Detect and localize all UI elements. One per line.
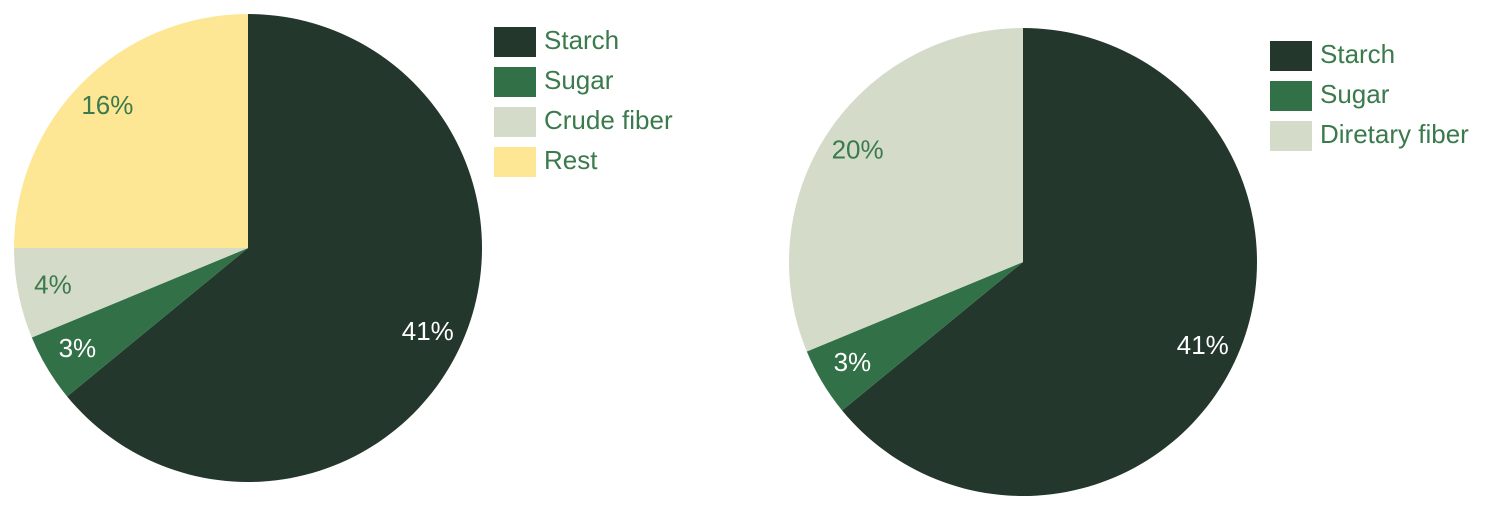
pie-slice bbox=[842, 28, 1258, 496]
data-label: 16% bbox=[81, 90, 133, 120]
legend-label: Sugar bbox=[1320, 79, 1390, 109]
data-label: 3% bbox=[59, 333, 97, 363]
legend-swatch bbox=[1270, 81, 1312, 111]
legend-swatch bbox=[494, 147, 536, 177]
data-label: 20% bbox=[832, 134, 884, 164]
legend-label: Crude fiber bbox=[544, 105, 673, 135]
data-label: 41% bbox=[402, 316, 454, 346]
legend-swatch bbox=[1270, 121, 1312, 151]
legend-swatch bbox=[494, 107, 536, 137]
legend-label: Starch bbox=[1320, 39, 1395, 69]
legend-label: Sugar bbox=[544, 65, 614, 95]
data-label: 3% bbox=[834, 347, 872, 377]
pie-slice bbox=[14, 14, 248, 248]
pie-slice bbox=[31, 248, 248, 397]
pie-slice bbox=[13, 248, 248, 338]
legend-swatch bbox=[494, 67, 536, 97]
legend-label: Rest bbox=[544, 145, 598, 175]
legend-label: Diretary fiber bbox=[1320, 119, 1469, 149]
data-label: 4% bbox=[34, 270, 72, 300]
legend-swatch bbox=[1270, 41, 1312, 71]
pie-slice bbox=[67, 14, 483, 483]
pie-slice bbox=[806, 262, 1023, 411]
legend-swatch bbox=[494, 27, 536, 57]
pie-slice bbox=[788, 28, 1023, 352]
legend-label: Starch bbox=[544, 25, 619, 55]
data-label: 41% bbox=[1177, 330, 1229, 360]
